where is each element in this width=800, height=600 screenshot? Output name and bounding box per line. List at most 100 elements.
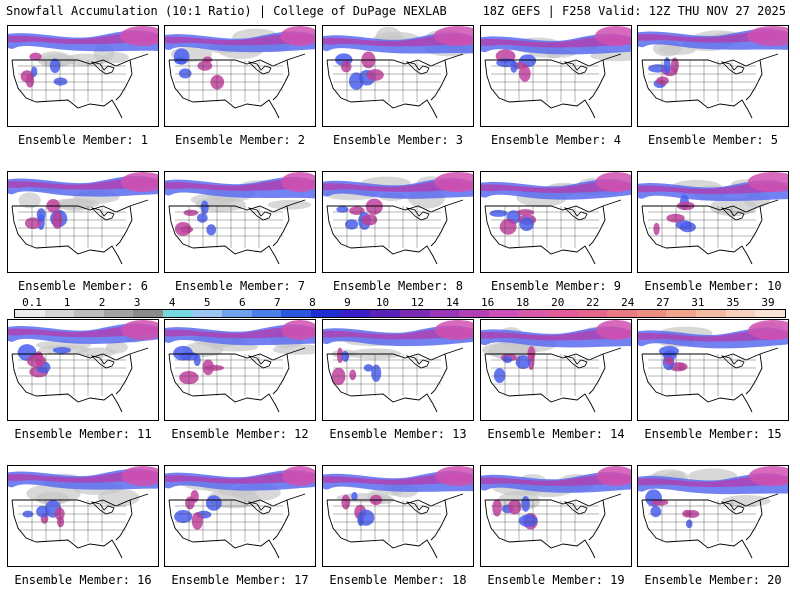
- chart-title: Snowfall Accumulation (10:1 Ratio) | Col…: [6, 4, 447, 18]
- mountain-snowfall-area: [51, 211, 63, 229]
- mountain-snowfall-area: [24, 217, 41, 229]
- mountain-snowfall-area: [30, 66, 38, 78]
- legend-swatch: [518, 310, 548, 317]
- great-lakes: [90, 61, 115, 75]
- heavy-snowfall-swath: [8, 471, 158, 483]
- ensemble-member-map: [164, 25, 316, 127]
- great-lakes: [720, 501, 745, 515]
- mountain-snowfall-area: [341, 494, 351, 510]
- state-borders: [648, 60, 756, 102]
- heavy-snowfall-area: [121, 466, 158, 486]
- mountain-snowfall-area: [351, 492, 358, 501]
- legend-swatch: [222, 310, 252, 317]
- legend-swatch: [311, 310, 341, 317]
- snowfall-map: [481, 26, 631, 119]
- mountain-snowfall-area: [685, 519, 693, 529]
- heavy-snowfall-swath: [8, 325, 158, 338]
- ensemble-member-label: Ensemble Member: 18: [329, 573, 467, 587]
- mountain-snowfall-area: [185, 496, 195, 510]
- legend-tick-label: 14: [445, 296, 460, 309]
- legend-swatch: [755, 310, 785, 317]
- legend-swatch: [44, 310, 75, 317]
- ensemble-member-map: [7, 319, 159, 421]
- mountain-snowfall-area: [489, 209, 508, 217]
- ensemble-member-map: [7, 171, 159, 273]
- heavy-snowfall-area: [120, 26, 158, 46]
- coastline-border: [484, 53, 622, 119]
- mountain-snowfall-area: [25, 73, 35, 88]
- mountain-snowfall-area: [518, 514, 538, 527]
- coastline-border: [168, 347, 306, 413]
- mountain-snowfall-area: [651, 499, 669, 506]
- great-lakes: [405, 61, 430, 75]
- state-borders: [333, 500, 441, 542]
- mountain-snowfall-area: [492, 499, 502, 517]
- legend-tick-label: 8: [309, 296, 316, 309]
- ensemble-member-map: [480, 465, 632, 567]
- coastline-border: [326, 347, 464, 413]
- coastline-border: [326, 493, 464, 559]
- great-lakes: [563, 355, 588, 369]
- heavy-snowfall-swath: [165, 179, 315, 191]
- mountain-snowfall-area: [361, 214, 378, 226]
- ensemble-member-label: Ensemble Member: 3: [332, 133, 464, 147]
- mountain-snowfall-area: [53, 77, 68, 86]
- coastline-border: [641, 347, 779, 413]
- coastline-border: [11, 347, 149, 413]
- heavy-snowfall-area: [120, 172, 158, 192]
- mountain-snowfall-area: [508, 499, 522, 515]
- great-lakes: [720, 207, 745, 221]
- great-lakes: [563, 207, 588, 221]
- great-lakes: [90, 355, 115, 369]
- mountain-snowfall-area: [664, 356, 674, 366]
- snowfall-map: [638, 26, 788, 119]
- coastline-border: [326, 53, 464, 119]
- ensemble-member-label: Ensemble Member: 1: [17, 133, 149, 147]
- ensemble-member-label: Ensemble Member: 7: [174, 279, 306, 293]
- legend-swatch: [547, 310, 578, 317]
- heavy-snowfall-area: [281, 466, 315, 486]
- coastline-border: [168, 199, 306, 265]
- mountain-snowfall-area: [205, 495, 222, 511]
- heavy-snowfall-area: [594, 26, 631, 46]
- mountain-snowfall-area: [196, 213, 208, 223]
- mountain-snowfall-area: [336, 206, 349, 213]
- mountain-snowfall-area: [496, 58, 516, 68]
- ensemble-member-map: [164, 465, 316, 567]
- snowfall-map: [8, 172, 158, 265]
- mountain-snowfall-area: [29, 52, 42, 61]
- snowfall-map: [165, 172, 315, 265]
- legend-swatch: [192, 310, 223, 317]
- mountain-snowfall-area: [180, 226, 194, 233]
- snowfall-map: [8, 466, 158, 559]
- heavy-snowfall-swath: [165, 326, 315, 339]
- mountain-snowfall-area: [206, 224, 217, 236]
- coastline-border: [11, 199, 149, 265]
- ensemble-member-map: [322, 171, 474, 273]
- heavy-snowfall-area: [433, 26, 473, 46]
- mountain-snowfall-area: [521, 496, 530, 512]
- ensemble-member-map: [322, 319, 474, 421]
- snowfall-map: [323, 26, 473, 119]
- legend-tick-label: 22: [586, 296, 600, 309]
- snowfall-map: [323, 320, 473, 413]
- mountain-snowfall-area: [331, 367, 346, 386]
- ensemble-member-map: [7, 25, 159, 127]
- heavy-snowfall-area: [748, 466, 788, 486]
- snowfall-map: [8, 26, 158, 119]
- legend-tick-label: 24: [621, 296, 635, 309]
- heavy-snowfall-swath: [165, 33, 315, 46]
- mountain-snowfall-area: [173, 48, 190, 65]
- trace-snow-area: [18, 192, 41, 209]
- ensemble-member-map: [164, 319, 316, 421]
- mountain-snowfall-area: [679, 221, 696, 233]
- coastline-border: [484, 199, 622, 265]
- legend-tick-label: 9: [344, 296, 351, 309]
- coastline-border: [326, 199, 464, 265]
- ensemble-member-label: Ensemble Member: 11: [14, 427, 152, 441]
- ensemble-member-map: [480, 25, 632, 127]
- legend-tick-label: 20: [551, 296, 565, 309]
- state-borders: [333, 60, 441, 102]
- ensemble-member-label: Ensemble Member: 2: [174, 133, 306, 147]
- ensemble-member-map: [322, 465, 474, 567]
